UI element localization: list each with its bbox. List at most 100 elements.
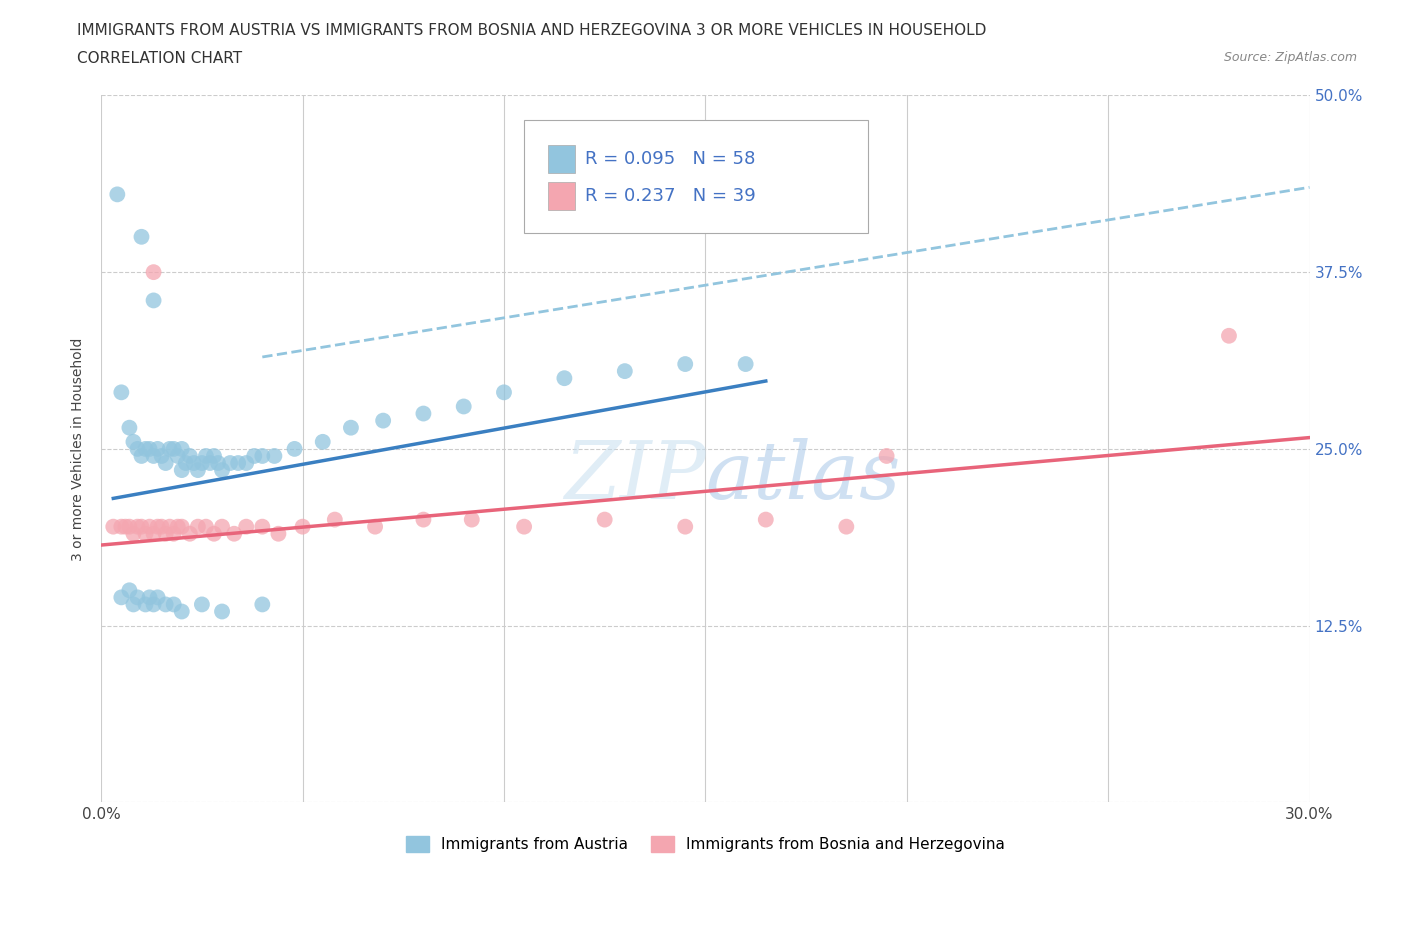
Point	[150, 448, 173, 463]
Point	[118, 420, 141, 435]
Point	[110, 590, 132, 604]
Point	[613, 364, 636, 379]
Point	[127, 519, 149, 534]
Text: atlas: atlas	[706, 438, 901, 516]
Point	[114, 519, 136, 534]
Text: IMMIGRANTS FROM AUSTRIA VS IMMIGRANTS FROM BOSNIA AND HERZEGOVINA 3 OR MORE VEHI: IMMIGRANTS FROM AUSTRIA VS IMMIGRANTS FR…	[77, 23, 987, 38]
Point	[110, 385, 132, 400]
Point	[170, 604, 193, 619]
Point	[283, 442, 305, 457]
Point	[146, 590, 169, 604]
Point	[673, 356, 696, 371]
Point	[127, 590, 149, 604]
Point	[263, 448, 285, 463]
Point	[252, 519, 274, 534]
Point	[146, 442, 169, 457]
Point	[183, 456, 205, 471]
Point	[252, 597, 274, 612]
Point	[513, 519, 536, 534]
Point	[155, 597, 177, 612]
Point	[138, 519, 160, 534]
Text: R = 0.095   N = 58: R = 0.095 N = 58	[585, 150, 755, 168]
FancyBboxPatch shape	[548, 181, 575, 210]
Point	[194, 448, 217, 463]
Point	[835, 519, 858, 534]
Point	[191, 597, 214, 612]
Point	[142, 448, 165, 463]
Point	[155, 526, 177, 541]
Point	[207, 456, 229, 471]
Point	[211, 604, 233, 619]
Point	[159, 519, 181, 534]
Point	[170, 442, 193, 457]
Point	[166, 519, 188, 534]
Point	[131, 519, 153, 534]
Point	[492, 385, 515, 400]
Point	[138, 442, 160, 457]
Point	[461, 512, 484, 527]
Point	[734, 356, 756, 371]
Point	[1218, 328, 1240, 343]
Text: ZIP: ZIP	[564, 438, 706, 516]
Point	[323, 512, 346, 527]
Point	[131, 448, 153, 463]
Legend: Immigrants from Austria, Immigrants from Bosnia and Herzegovina: Immigrants from Austria, Immigrants from…	[399, 830, 1011, 858]
Point	[198, 456, 221, 471]
Point	[179, 526, 201, 541]
Point	[163, 526, 186, 541]
Point	[226, 456, 249, 471]
Point	[122, 526, 145, 541]
Point	[243, 448, 266, 463]
Point	[340, 420, 363, 435]
Point	[134, 526, 156, 541]
Point	[142, 597, 165, 612]
Point	[224, 526, 246, 541]
FancyBboxPatch shape	[548, 145, 575, 173]
Point	[146, 519, 169, 534]
Point	[219, 456, 242, 471]
Point	[155, 456, 177, 471]
Point	[150, 519, 173, 534]
Point	[453, 399, 475, 414]
Point	[122, 597, 145, 612]
Point	[202, 526, 225, 541]
Point	[142, 526, 165, 541]
Point	[142, 293, 165, 308]
Point	[191, 456, 214, 471]
Point	[110, 519, 132, 534]
Point	[412, 406, 434, 421]
Point	[252, 448, 274, 463]
Point	[163, 442, 186, 457]
Point	[235, 519, 257, 534]
Point	[131, 230, 153, 245]
Point	[142, 265, 165, 280]
Point	[291, 519, 314, 534]
Point	[202, 448, 225, 463]
Point	[267, 526, 290, 541]
Point	[373, 413, 395, 428]
Point	[593, 512, 616, 527]
Y-axis label: 3 or more Vehicles in Household: 3 or more Vehicles in Household	[72, 338, 86, 561]
Text: CORRELATION CHART: CORRELATION CHART	[77, 51, 242, 66]
Point	[122, 434, 145, 449]
Point	[103, 519, 125, 534]
Point	[312, 434, 335, 449]
Point	[211, 462, 233, 477]
Point	[194, 519, 217, 534]
Point	[170, 462, 193, 477]
Point	[235, 456, 257, 471]
Point	[179, 448, 201, 463]
Point	[118, 583, 141, 598]
Point	[118, 519, 141, 534]
Point	[159, 442, 181, 457]
Point	[134, 597, 156, 612]
Point	[553, 371, 575, 386]
FancyBboxPatch shape	[524, 120, 869, 233]
Point	[134, 442, 156, 457]
Point	[170, 519, 193, 534]
Point	[187, 519, 209, 534]
Point	[412, 512, 434, 527]
Text: Source: ZipAtlas.com: Source: ZipAtlas.com	[1223, 51, 1357, 64]
Point	[755, 512, 778, 527]
Point	[673, 519, 696, 534]
